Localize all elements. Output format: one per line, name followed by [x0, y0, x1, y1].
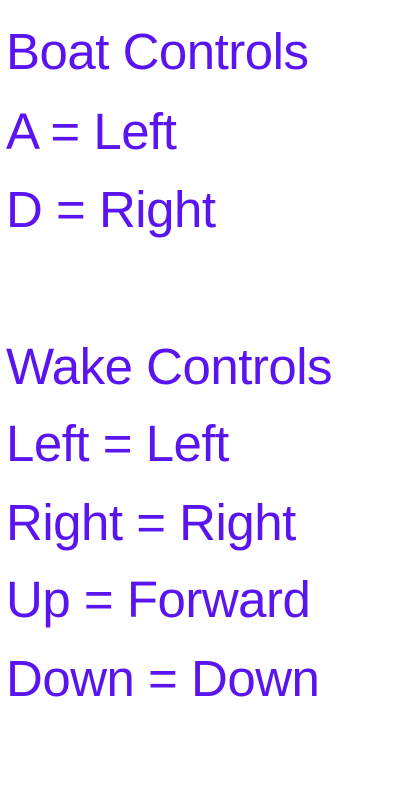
wake-control-right: Right = Right — [6, 494, 296, 551]
boat-controls-heading: Boat Controls — [6, 23, 309, 80]
wake-control-forward: Up = Forward — [6, 571, 311, 628]
boat-control-right: D = Right — [6, 181, 216, 238]
boat-control-left: A = Left — [6, 103, 177, 160]
wake-controls-heading: Wake Controls — [6, 338, 333, 395]
wake-control-left: Left = Left — [6, 415, 229, 472]
wake-control-down: Down = Down — [6, 650, 320, 707]
